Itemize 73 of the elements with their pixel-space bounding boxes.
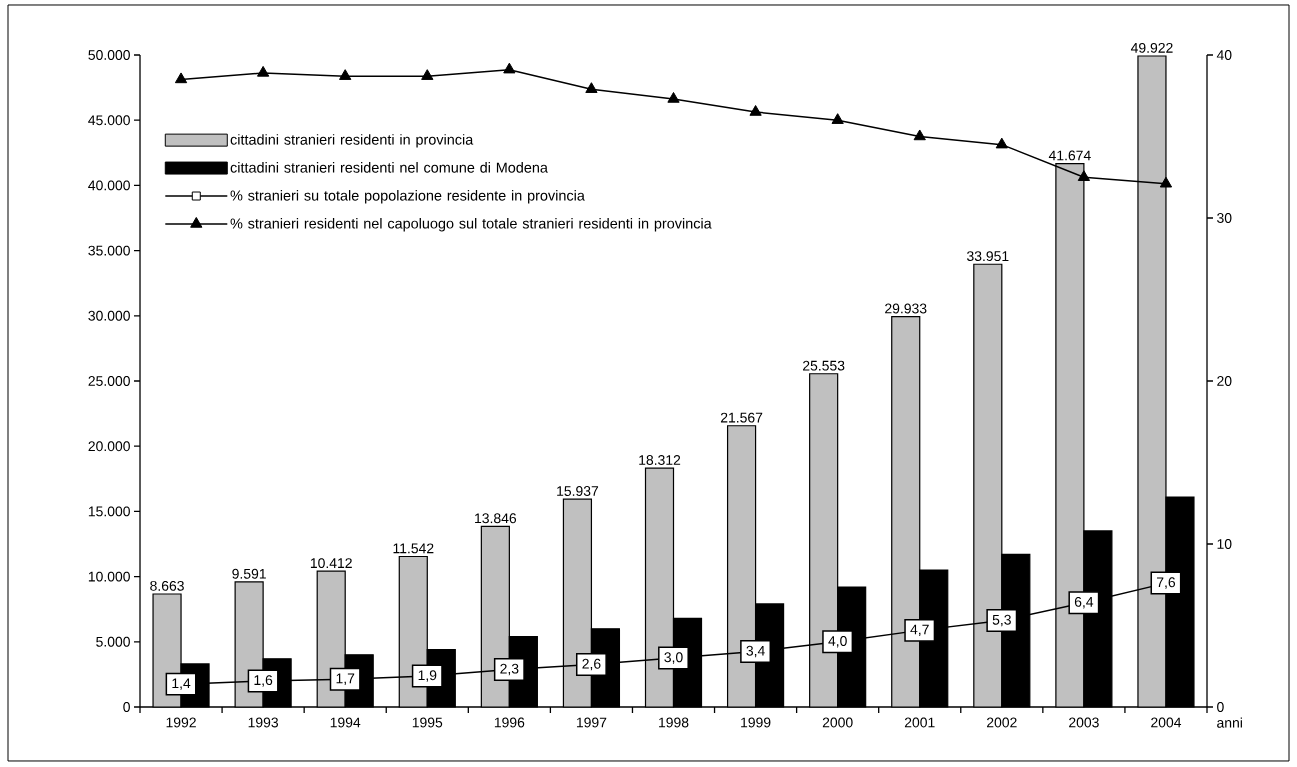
point <box>585 82 598 93</box>
x-tick-label: 1993 <box>248 717 279 728</box>
y-tick-label: 35.000 <box>88 245 130 256</box>
y2-tick-label: 40 <box>1216 50 1232 60</box>
data-label: 15.937 <box>557 486 599 496</box>
point <box>174 72 188 84</box>
data-label: 6,4 <box>1074 596 1094 609</box>
point <box>1077 170 1091 181</box>
data-label: 7,6 <box>1156 577 1176 589</box>
y-tick-label: 10.000 <box>88 571 130 582</box>
data-label: 8.663 <box>150 580 184 591</box>
y-tick-label: 45.000 <box>88 115 130 126</box>
data-label: 33.951 <box>967 251 1009 262</box>
legend-label: cittadini stranieri residenti in provincia <box>230 134 474 148</box>
y2-tick-label: 10 <box>1217 539 1232 549</box>
data-label: 9.591 <box>232 568 266 579</box>
x-tick-label: 2001 <box>904 717 935 728</box>
y-tick-label: 50.000 <box>88 50 130 60</box>
y-tick-label: 30.000 <box>88 310 130 321</box>
x-tick-label: 1997 <box>576 717 607 728</box>
point <box>421 69 434 80</box>
x-tick-label: 1995 <box>412 717 443 728</box>
point <box>1159 176 1173 188</box>
y2-tick-label: 0 <box>1217 702 1224 712</box>
point <box>339 69 352 80</box>
legend-label: cittadini stranieri residenti nel comune di Modena <box>230 162 548 173</box>
data-label: 3,0 <box>664 652 683 664</box>
point <box>503 62 516 74</box>
legend-label: % stranieri su totale popolazione residente in provincia <box>230 190 585 204</box>
data-label: 2,6 <box>582 658 601 671</box>
x-tick-label: 2002 <box>987 717 1017 728</box>
x-tick-label: 2003 <box>1069 717 1099 728</box>
y-tick-label: 5.000 <box>96 636 130 647</box>
data-label: 11.542 <box>393 543 434 554</box>
x-tick-label: 2004 <box>1151 717 1182 728</box>
y2-tick-label: 30 <box>1217 213 1232 223</box>
data-label: 3,4 <box>746 645 765 658</box>
point <box>749 105 762 116</box>
data-label: 1,9 <box>418 670 437 682</box>
data-label: 5,3 <box>992 614 1011 627</box>
y2-tick-label: 20 <box>1217 376 1232 386</box>
y-tick-label: 40.000 <box>88 180 130 191</box>
x-tick-label: 1994 <box>330 717 361 728</box>
y-tick-label: 0 <box>123 702 130 712</box>
y-tick-label: 25.000 <box>88 376 130 386</box>
data-label: 2,3 <box>500 663 519 676</box>
data-label: 1,7 <box>336 673 355 685</box>
data-label: 1,4 <box>172 678 191 690</box>
x-tick-label: 2000 <box>822 717 853 728</box>
point <box>913 129 926 141</box>
data-label: 4,7 <box>910 624 929 637</box>
x-tick-label: 1998 <box>659 717 689 728</box>
data-label: 49.922 <box>1130 42 1173 53</box>
point <box>667 91 680 103</box>
data-label: 41.674 <box>1048 150 1091 161</box>
y-tick-label: 20.000 <box>88 441 130 452</box>
point <box>257 65 270 77</box>
data-label: 18.312 <box>639 455 681 465</box>
point <box>831 113 844 124</box>
point <box>995 137 1008 149</box>
data-label: 13.846 <box>475 513 517 524</box>
x-tick-label: 1992 <box>166 717 196 728</box>
legend-label: % stranieri residenti nel capoluogo sul totale stranieri residenti in provincia <box>230 217 712 232</box>
y-tick-label: 15.000 <box>88 506 130 517</box>
data-label: 1,6 <box>254 675 273 687</box>
data-label: 10.412 <box>310 558 352 569</box>
data-label: 21.567 <box>720 412 763 423</box>
data-label: 4,0 <box>828 636 847 648</box>
x-axis-title: anni <box>1217 717 1242 728</box>
data-label: 29.933 <box>885 303 927 314</box>
data-label: 25.553 <box>803 360 845 371</box>
x-tick-label: 1996 <box>494 717 525 728</box>
x-tick-label: 1999 <box>741 717 771 728</box>
